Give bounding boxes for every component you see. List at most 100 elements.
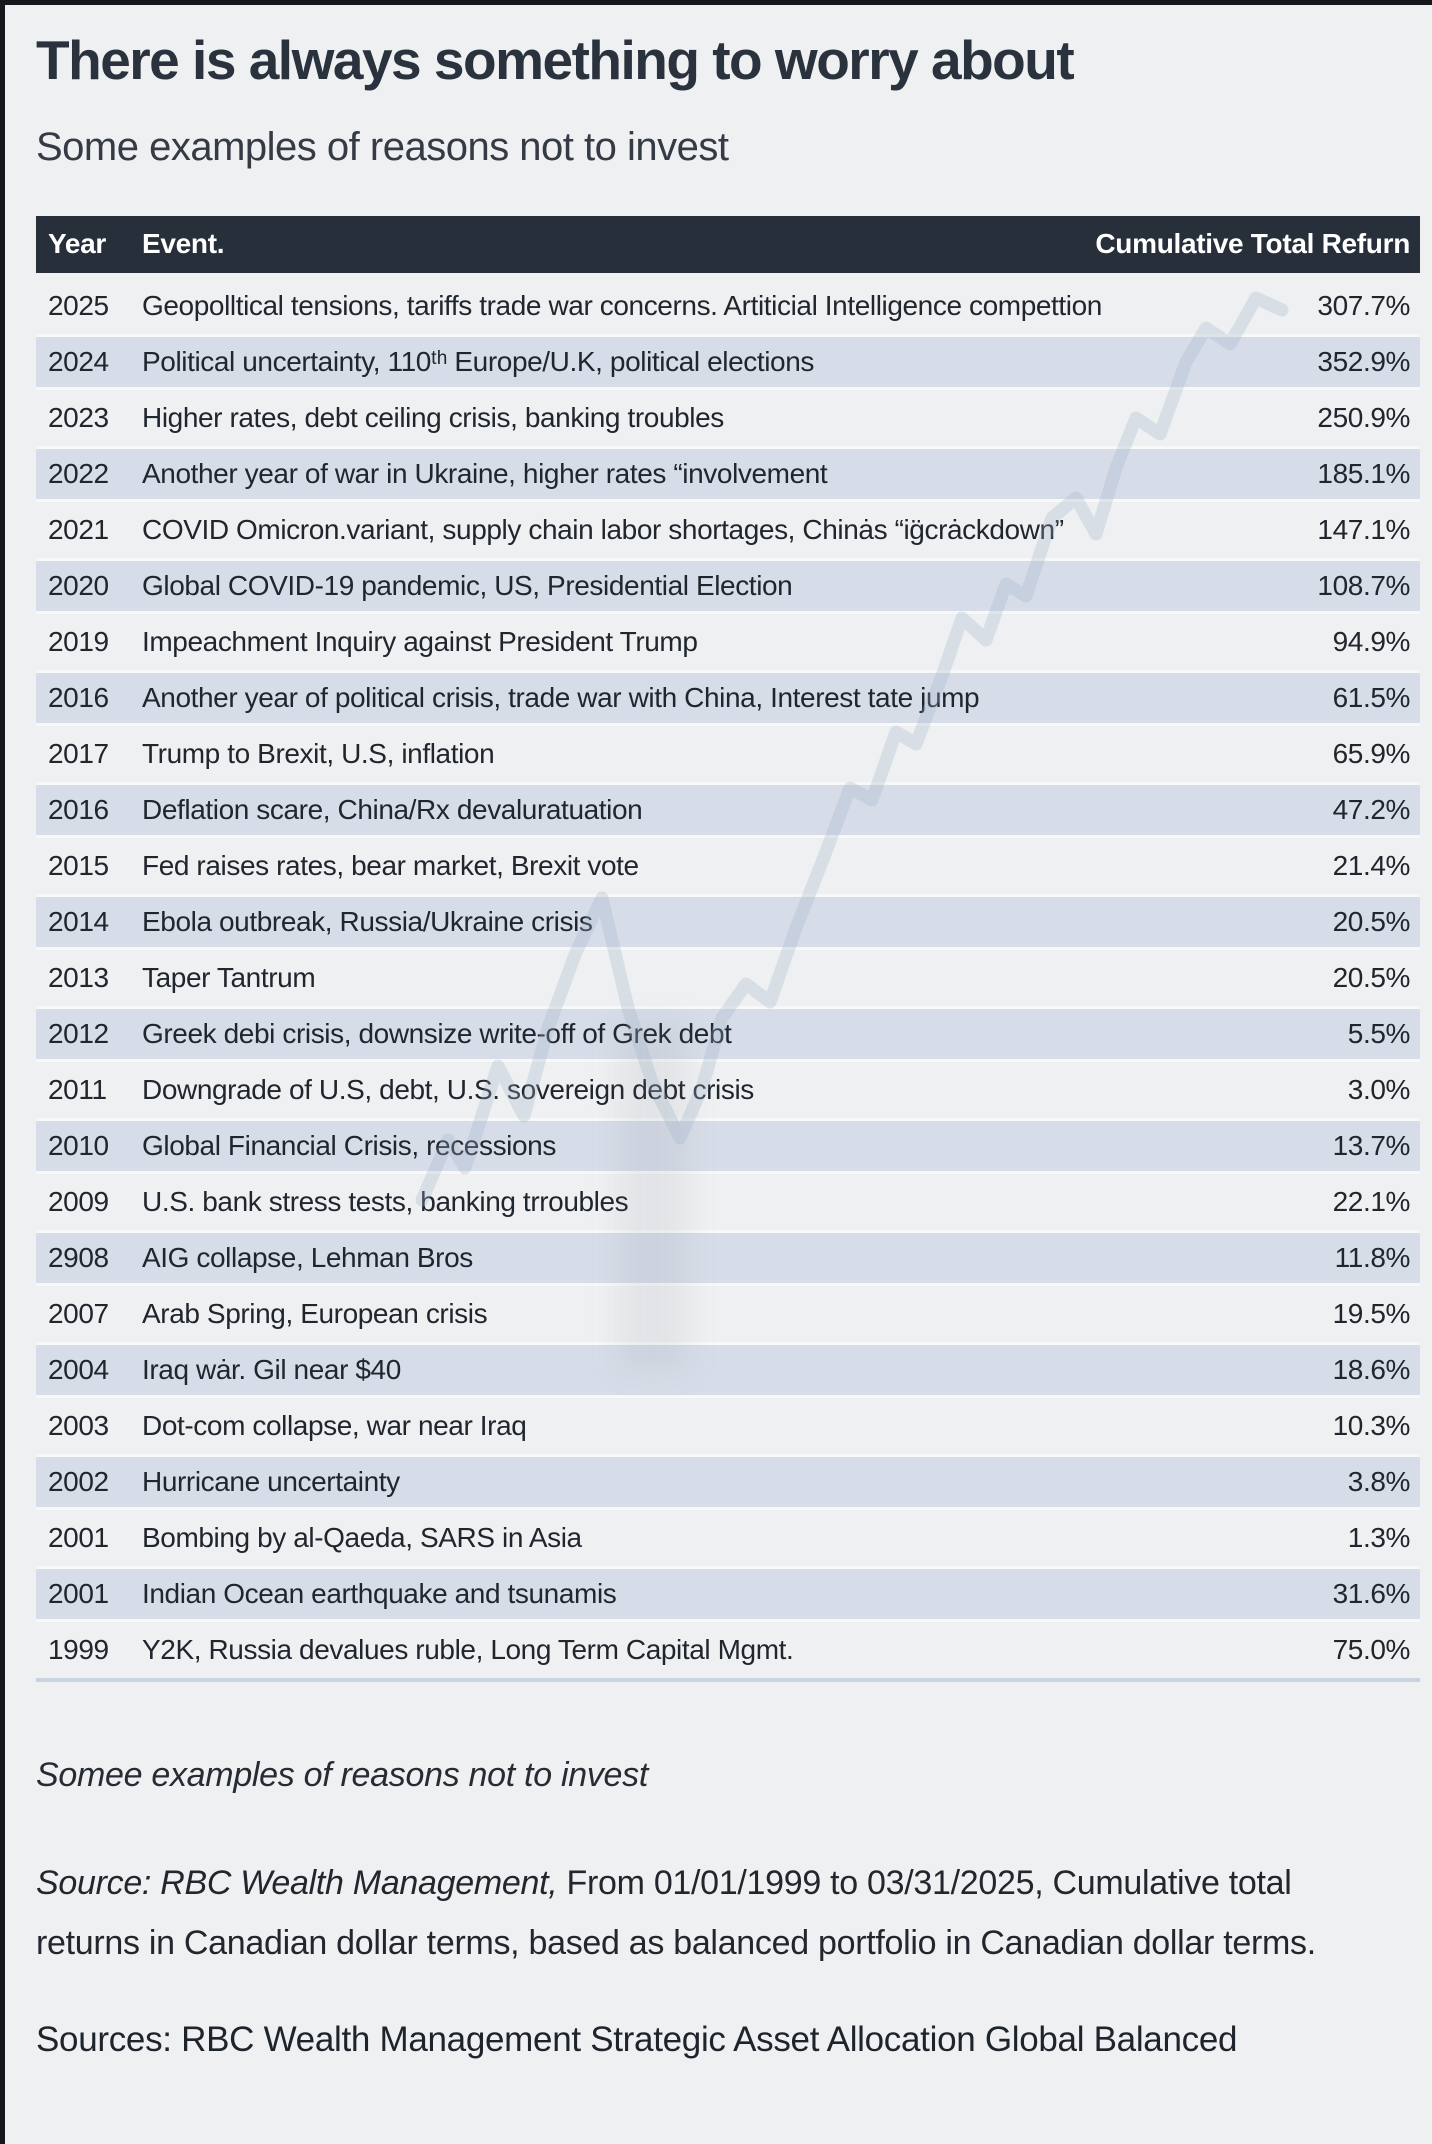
cell-year: 2020	[48, 569, 109, 601]
table-row: 2017 Trump to Brexit, U.S, inflation 65.9%	[36, 726, 1420, 782]
page-title: There is always something to worry about	[36, 29, 1075, 91]
cell-return: 307.7%	[1317, 289, 1410, 321]
cell-year: 2001	[48, 1521, 109, 1553]
cell-year: 2014	[48, 905, 109, 937]
cell-year: 2021	[48, 513, 109, 545]
table-row: 2016 Deflation scare, China/Rx devaluratu…	[36, 781, 1420, 838]
cell-return: 94.9%	[1332, 625, 1411, 657]
cell-year: 2015	[48, 849, 109, 881]
table-row: 2016 Another year of political crisis, tr…	[36, 669, 1420, 726]
cell-return: 3.0%	[1347, 1073, 1411, 1105]
cell-event: Impeachment Inquiry against President Tr…	[142, 625, 698, 657]
footnote-italic: Somee examples of reasons not to invest	[36, 1755, 648, 1794]
cell-event: Trump to Brexit, U.S, inflation	[142, 737, 495, 769]
cell-year: 2016	[48, 681, 109, 713]
cell-year: 1999	[48, 1633, 109, 1665]
table-row: 2001 Indian Ocean earthquake and tsunamis…	[36, 1565, 1420, 1622]
cell-event: U.S. bank stress tests, banking trrouble…	[142, 1185, 629, 1217]
cell-year: 2011	[48, 1073, 107, 1105]
cell-return: 147.1%	[1317, 513, 1410, 545]
table-row: 2004 Iraq wȧr. Gil near $40 18.6%	[36, 1341, 1420, 1398]
column-header-event: Event.	[142, 228, 225, 259]
cell-return: 250.9%	[1317, 401, 1410, 433]
cell-year: 2017	[48, 737, 109, 769]
cell-year: 2003	[48, 1409, 109, 1441]
cell-year: 2004	[48, 1353, 109, 1385]
cell-year: 2001	[48, 1577, 109, 1609]
cell-year: 2024	[48, 345, 109, 377]
cell-year: 2016	[48, 793, 109, 825]
table-row: 2002 Hurricane uncertainty 3.8%	[36, 1453, 1420, 1510]
cell-event: Dot-com collapse, war near Iraq	[142, 1409, 527, 1441]
cell-year: 2010	[48, 1129, 109, 1161]
cell-event: Y2K, Russia devalues ruble, Long Term Ca…	[142, 1633, 794, 1665]
cell-event: Hurricane uncertainty	[142, 1465, 400, 1497]
source-label: Source: RBC Wealth Management,	[36, 1863, 558, 1902]
page-subtitle: Some examples of reasons not to invest	[36, 124, 729, 169]
table-row: 2003 Dot-com collapse, war near Iraq 10.3%	[36, 1398, 1420, 1454]
cell-event: Another year of political crisis, trade …	[142, 681, 980, 713]
table-row: 2019 Impeachment Inquiry against Presiden…	[36, 614, 1420, 670]
cell-year: 2023	[48, 401, 109, 433]
cell-event: Ebola outbreak, Russia/Ukraine crisis	[142, 905, 593, 937]
table-row: 2024 Political uncertainty, 110ᵗʰ Europe/…	[36, 333, 1420, 390]
column-header-return: Cumulative Total Refurn	[1095, 228, 1410, 259]
table-row: 2014 Ebola outbreak, Russia/Ukraine crisi…	[36, 893, 1420, 950]
cell-return: 75.0%	[1332, 1633, 1411, 1665]
cell-return: 108.7%	[1317, 569, 1410, 601]
cell-event: Higher rates, debt ceiling crisis, banki…	[142, 401, 724, 433]
cell-return: 22.1%	[1332, 1185, 1411, 1217]
cell-return: 11.8%	[1334, 1241, 1411, 1273]
cell-year: 2022	[48, 457, 109, 489]
cell-return: 20.5%	[1332, 905, 1411, 937]
table-row: 2023 Higher rates, debt ceiling crisis, b…	[36, 390, 1420, 446]
cell-return: 61.5%	[1332, 681, 1411, 713]
scan-edge-left	[0, 0, 5, 2144]
cell-return: 13.7%	[1332, 1129, 1411, 1161]
column-header-year: Year	[48, 228, 106, 259]
scan-edge-top	[0, 0, 1432, 5]
cell-return: 1.3%	[1347, 1521, 1411, 1553]
cell-return: 185.1%	[1317, 457, 1410, 489]
sources-note: Sources: RBC Wealth Management Strategic…	[36, 2019, 1238, 2059]
table-row: 2001 Bombing by al-Qaeda, SARS in Asia 1.3…	[36, 1510, 1420, 1566]
cell-year: 2025	[48, 289, 109, 321]
returns-table: Year Event. Cumulative Total Refurn 2025…	[36, 215, 1420, 1682]
cell-event: Global Financial Crisis, recessions	[142, 1129, 556, 1161]
source-note: Source: RBC Wealth Management, From 01/0…	[36, 1853, 1321, 1974]
cell-year: 2002	[48, 1465, 109, 1497]
cell-year: 2908	[48, 1241, 109, 1273]
table-row: 2025 Geopolltical tensions, tariffs trade…	[36, 278, 1420, 334]
cell-return: 65.9%	[1332, 737, 1411, 769]
source-text: From 01/01/1999 to 03/31/2025, Cumulativ…	[36, 1863, 1316, 1963]
cell-event: Geopolltical tensions, tariffs trade war…	[142, 289, 1102, 321]
cell-return: 20.5%	[1332, 961, 1411, 993]
table-row: 2015 Fed raises rates, bear market, Brexi…	[36, 838, 1420, 894]
cell-event: Indian Ocean earthquake and tsunamis	[142, 1577, 617, 1609]
table-row: 2908 AIG collapse, Lehman Bros 11.8%	[36, 1229, 1420, 1286]
cell-event: Bombing by al-Qaeda, SARS in Asia	[142, 1521, 582, 1553]
table-row: 2020 Global COVID-19 pandemic, US, Presid…	[36, 557, 1420, 614]
table-row: 2007 Arab Spring, European crisis 19.5%	[36, 1286, 1420, 1342]
cell-year: 2012	[48, 1017, 109, 1049]
cell-return: 10.3%	[1332, 1409, 1411, 1441]
cell-return: 3.8%	[1347, 1465, 1411, 1497]
cell-return: 352.9%	[1317, 345, 1410, 377]
cell-year: 2013	[48, 961, 109, 993]
table-row: 2013 Taper Tantrum 20.5%	[36, 950, 1420, 1006]
table-row: 2012 Greek debi crisis, downsize write-of…	[36, 1005, 1420, 1062]
table-row: 2010 Global Financial Crisis, recessions 1…	[36, 1117, 1420, 1174]
table-row: 2021 COVID Omicron.variant, supply chain …	[36, 502, 1420, 558]
cell-event: Deflation scare, China/Rx devaluratuatio…	[142, 793, 643, 825]
cell-return: 47.2%	[1332, 793, 1411, 825]
cell-event: Political uncertainty, 110ᵗʰ Europe/U.K,…	[142, 345, 814, 377]
cell-return: 18.6%	[1332, 1353, 1411, 1385]
cell-event: COVID Omicron.variant, supply chain labo…	[142, 513, 1064, 545]
cell-return: 21.4%	[1332, 849, 1411, 881]
cell-event: AIG collapse, Lehman Bros	[142, 1241, 473, 1273]
cell-return: 31.6%	[1332, 1577, 1411, 1609]
cell-year: 2019	[48, 625, 109, 657]
cell-return: 5.5%	[1347, 1017, 1411, 1049]
cell-return: 19.5%	[1332, 1297, 1411, 1329]
